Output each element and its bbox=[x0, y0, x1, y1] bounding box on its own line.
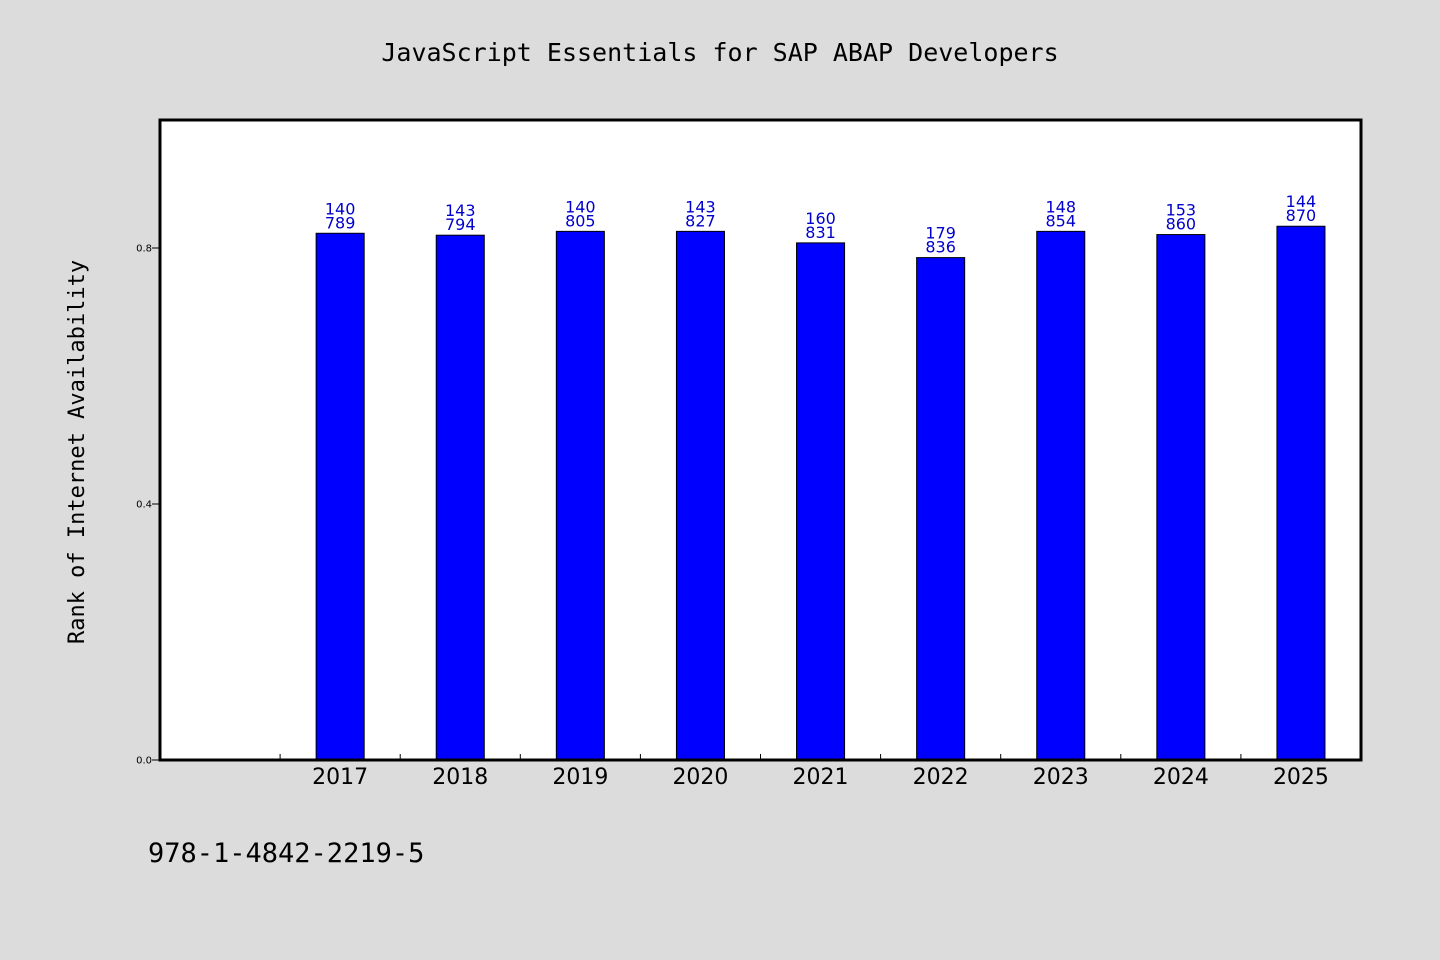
bar-2021 bbox=[796, 242, 846, 761]
x-tick-label-2025: 2025 bbox=[1273, 765, 1329, 790]
isbn-text: 978-1-4842-2219-5 bbox=[148, 838, 424, 869]
y-axis-label: Rank of Internet Availability bbox=[65, 260, 90, 644]
bar-label-bottom-2024: 860 bbox=[1166, 215, 1197, 234]
bar-label-top-2020: 143 bbox=[685, 197, 716, 216]
bar-2020 bbox=[675, 230, 725, 761]
bar-2023 bbox=[1036, 230, 1086, 761]
y-tick-label: 0.8 bbox=[136, 244, 152, 255]
bar-label-top-2019: 140 bbox=[565, 197, 596, 216]
bar-label-top-2022: 179 bbox=[925, 224, 956, 243]
bar-2019 bbox=[555, 230, 605, 761]
bar-2025 bbox=[1276, 225, 1326, 761]
bar-label-bottom-2017: 789 bbox=[325, 213, 356, 232]
bar-label-top-2023: 148 bbox=[1045, 197, 1076, 216]
bar-label-top-2017: 140 bbox=[325, 199, 356, 218]
bar-label-bottom-2018: 794 bbox=[445, 215, 476, 234]
bar-label-bottom-2025: 870 bbox=[1286, 206, 1317, 225]
x-tick-label-2024: 2024 bbox=[1153, 765, 1209, 790]
x-tick-label-2022: 2022 bbox=[913, 765, 969, 790]
bar-label-bottom-2021: 831 bbox=[805, 223, 836, 242]
bar-label-bottom-2020: 827 bbox=[685, 211, 716, 230]
x-tick-label-2019: 2019 bbox=[552, 765, 608, 790]
x-tick-label-2018: 2018 bbox=[432, 765, 488, 790]
bar-label-top-2021: 160 bbox=[805, 209, 836, 228]
bar-2017 bbox=[315, 232, 365, 761]
bar-2022 bbox=[916, 257, 966, 761]
bar-label-bottom-2022: 836 bbox=[925, 238, 956, 257]
bar-label-top-2024: 153 bbox=[1166, 201, 1197, 220]
y-tick-label: 0.0 bbox=[136, 756, 152, 767]
chart-title: JavaScript Essentials for SAP ABAP Devel… bbox=[381, 38, 1058, 67]
bar-label-bottom-2019: 805 bbox=[565, 211, 596, 230]
plot-frame bbox=[158, 118, 1363, 762]
bar-label-top-2018: 143 bbox=[445, 201, 476, 220]
bar-label-bottom-2023: 854 bbox=[1045, 211, 1076, 230]
bars-group bbox=[315, 225, 1326, 761]
y-tick-label: 0.4 bbox=[136, 500, 152, 511]
x-tick-label-2023: 2023 bbox=[1033, 765, 1089, 790]
x-tick-label-2021: 2021 bbox=[793, 765, 849, 790]
bar-label-top-2025: 144 bbox=[1286, 192, 1317, 211]
bar-2018 bbox=[435, 234, 485, 761]
x-axis: 2017 2018 2019 2020 2021 2022 2023 2024 2025 bbox=[279, 754, 1329, 790]
bar-2024 bbox=[1156, 234, 1206, 761]
x-tick-label-2020: 2020 bbox=[672, 765, 728, 790]
y-axis: 0.0 0.4 0.8 bbox=[136, 244, 160, 767]
x-tick-label-2017: 2017 bbox=[312, 765, 368, 790]
